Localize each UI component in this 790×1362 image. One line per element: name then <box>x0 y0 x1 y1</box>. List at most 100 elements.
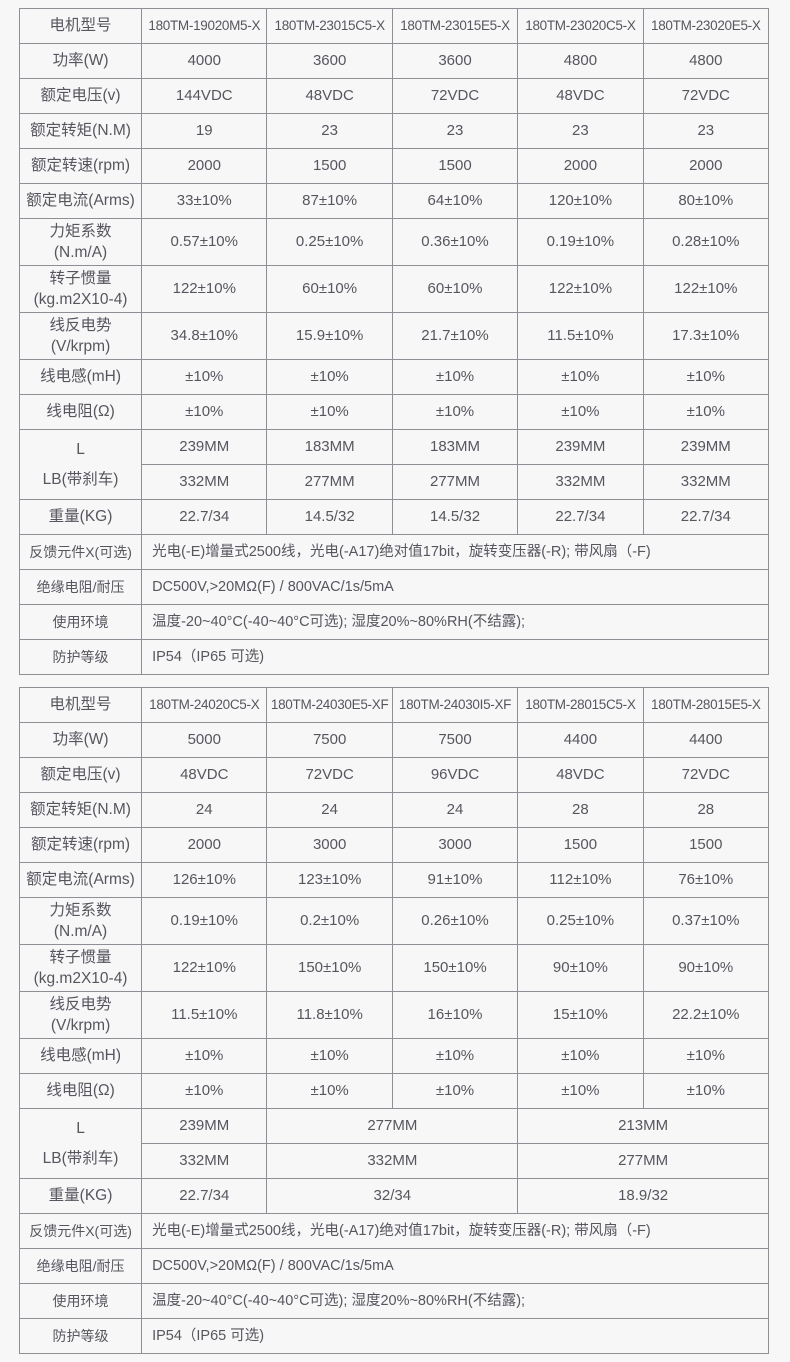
table-row: 332MM 332MM 277MM <box>20 1143 769 1179</box>
value-cell: 4400 <box>517 722 644 758</box>
value-cell: 19 <box>141 113 268 149</box>
table-row: 线反电势 (V/krpm) 34.8±10% 15.9±10% 21.7±10% 11.… <box>18 312 770 360</box>
table-row: 额定电流(Arms) 33±10% 87±10% 64±10% 120±10% 80±10… <box>18 183 770 219</box>
value-cell: 21.7±10% <box>391 312 519 360</box>
value-cell: 72VDC <box>391 78 519 114</box>
value-cell: 11.8±10% <box>266 991 393 1039</box>
value-cell: 332MM <box>266 1143 519 1179</box>
value-cell: 3600 <box>391 43 519 79</box>
value-cell: 0.2±10% <box>266 897 393 945</box>
note-cell: 光电(-E)增量式2500线，光电(-A17)绝对值17bit，旋转变压器(-R… <box>141 534 769 570</box>
value-cell: 72VDC <box>642 757 770 793</box>
row-label: 额定电流(Arms) <box>18 862 143 898</box>
value-cell: 14.5/32 <box>266 499 393 535</box>
value-cell: 34.8±10% <box>141 312 268 360</box>
value-cell: 0.25±10% <box>517 897 644 945</box>
table-row: 线反电势 (V/krpm) 11.5±10% 11.8±10% 16±10% 15±10… <box>18 991 770 1039</box>
value-cell: 4800 <box>517 43 644 79</box>
row-label: 力矩系数 (N.m/A) <box>18 897 143 945</box>
value-cell: 2000 <box>517 148 644 184</box>
value-cell: 239MM <box>141 429 268 465</box>
value-cell: 4800 <box>642 43 770 79</box>
note-cell: IP54（IP65 可选) <box>141 639 769 675</box>
row-label: 额定电压(v) <box>18 78 143 114</box>
value-cell: 60±10% <box>266 265 393 313</box>
model-name-cell: 180TM-28015C5-X <box>517 687 644 723</box>
table-row: 转子惯量 (kg.m2X10-4) 122±10% 60±10% 60±10% 122±… <box>18 265 770 313</box>
table-row: 绝缘电阻/耐压 DC500V,>20MΩ(F) / 800VAC/1s/5mA <box>18 1248 769 1284</box>
value-cell: 80±10% <box>642 183 770 219</box>
model-name-cell: 180TM-23015E5-X <box>391 8 519 44</box>
value-cell: 28 <box>642 792 770 828</box>
value-cell: 0.28±10% <box>642 218 770 266</box>
value-cell: 23 <box>391 113 519 149</box>
value-cell: ±10% <box>517 394 644 430</box>
value-cell: 332MM <box>642 464 770 500</box>
value-cell: 22.7/34 <box>141 1178 268 1214</box>
value-cell: 90±10% <box>517 944 644 992</box>
value-cell: 23 <box>642 113 770 149</box>
row-label: 使用环境 <box>18 1283 143 1319</box>
value-cell: 48VDC <box>266 78 393 114</box>
value-cell: ±10% <box>266 1073 393 1109</box>
value-cell: 0.57±10% <box>141 218 268 266</box>
value-cell: 22.7/34 <box>141 499 268 535</box>
row-label: 额定电压(v) <box>18 757 143 793</box>
motor-spec-table-1-body: 电机型号 180TM-19020M5-X 180TM-23015C5-X 180TM-… <box>18 8 770 675</box>
row-label: 额定转矩(N.M) <box>18 792 143 828</box>
value-cell: 239MM <box>517 429 644 465</box>
row-label: 绝缘电阻/耐压 <box>18 569 143 605</box>
table-row: 绝缘电阻/耐压 DC500V,>20MΩ(F) / 800VAC/1s/5mA <box>18 569 769 605</box>
table-row: 线电阻(Ω) ±10% ±10% ±10% ±10% ±10% <box>18 1073 770 1109</box>
value-cell: 150±10% <box>391 944 519 992</box>
value-cell: 60±10% <box>391 265 519 313</box>
value-cell: 72VDC <box>266 757 393 793</box>
value-cell: ±10% <box>517 359 644 395</box>
row-label: 绝缘电阻/耐压 <box>18 1248 143 1284</box>
table-row: 反馈元件X(可选) 光电(-E)增量式2500线，光电(-A17)绝对值17bit… <box>18 534 769 570</box>
value-cell: 11.5±10% <box>141 991 268 1039</box>
row-label: 线电感(mH) <box>18 359 143 395</box>
row-label: 反馈元件X(可选) <box>18 1213 143 1249</box>
value-cell: 22.7/34 <box>642 499 770 535</box>
model-name-cell: 180TM-24020C5-X <box>141 687 268 723</box>
value-cell: ±10% <box>266 394 393 430</box>
value-cell: 0.25±10% <box>266 218 393 266</box>
row-label: 重量(KG) <box>18 499 143 535</box>
value-cell: 48VDC <box>517 78 644 114</box>
value-cell: 11.5±10% <box>517 312 644 360</box>
row-label: 线反电势 (V/krpm) <box>18 312 143 360</box>
value-cell: 0.26±10% <box>391 897 519 945</box>
value-cell: 122±10% <box>141 944 268 992</box>
value-cell: ±10% <box>266 1038 393 1074</box>
value-cell: 0.36±10% <box>391 218 519 266</box>
model-name-cell: 180TM-28015E5-X <box>642 687 770 723</box>
value-cell: 22.2±10% <box>642 991 770 1039</box>
value-cell: ±10% <box>642 359 770 395</box>
table-row: 力矩系数 (N.m/A) 0.57±10% 0.25±10% 0.36±10% 0.19… <box>18 218 770 266</box>
table-row: 电机型号 180TM-19020M5-X 180TM-23015C5-X 180TM-… <box>18 8 770 44</box>
note-cell: DC500V,>20MΩ(F) / 800VAC/1s/5mA <box>141 1248 769 1284</box>
table-row: 线电阻(Ω) ±10% ±10% ±10% ±10% ±10% <box>18 394 770 430</box>
row-label: 额定转速(rpm) <box>18 148 143 184</box>
value-cell: 64±10% <box>391 183 519 219</box>
row-label-l-lb: L LB(带刹车) <box>18 1108 143 1179</box>
table-row: 功率(W) 5000 7500 7500 4400 4400 <box>18 722 770 758</box>
value-cell: ±10% <box>391 1038 519 1074</box>
value-cell: 126±10% <box>141 862 268 898</box>
note-cell: 光电(-E)增量式2500线，光电(-A17)绝对值17bit，旋转变压器(-R… <box>141 1213 769 1249</box>
value-cell: 15±10% <box>517 991 644 1039</box>
value-cell: 32/34 <box>266 1178 519 1214</box>
row-label: 额定电流(Arms) <box>18 183 143 219</box>
row-label: 转子惯量 (kg.m2X10-4) <box>18 265 143 313</box>
row-label: 使用环境 <box>18 604 143 640</box>
value-cell: ±10% <box>141 1073 268 1109</box>
table-row: 线电感(mH) ±10% ±10% ±10% ±10% ±10% <box>18 359 770 395</box>
motor-spec-table-2-body: 电机型号 180TM-24020C5-X 180TM-24030E5-XF 180TM… <box>18 687 770 1354</box>
row-label: 电机型号 <box>18 687 143 723</box>
model-name-cell: 180TM-23015C5-X <box>266 8 393 44</box>
note-cell: IP54（IP65 可选) <box>141 1318 769 1354</box>
value-cell: 28 <box>517 792 644 828</box>
value-cell: 1500 <box>642 827 770 863</box>
value-cell: ±10% <box>391 359 519 395</box>
